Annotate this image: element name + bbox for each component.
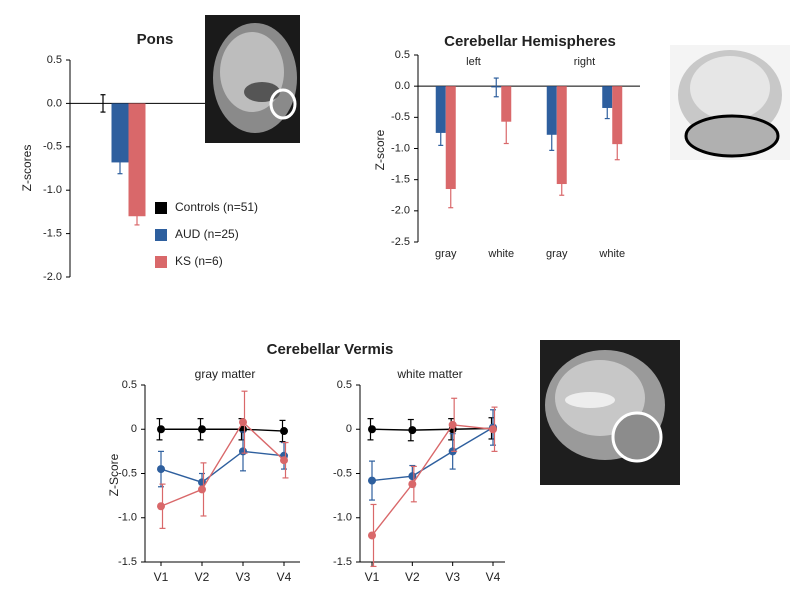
- error-bar: [604, 96, 610, 120]
- series-line: [161, 428, 285, 432]
- y-tick-label: 0.0: [47, 97, 62, 109]
- x-tick-label: gray: [546, 248, 568, 260]
- point: [408, 426, 417, 435]
- x-tick-label: V4: [277, 570, 292, 584]
- point: [448, 420, 457, 429]
- bar: [111, 103, 129, 163]
- series-line: [160, 421, 285, 507]
- point: [489, 425, 497, 434]
- bar: [435, 86, 446, 133]
- point: [239, 447, 247, 456]
- mri-sagittal-pons: [205, 15, 300, 143]
- series-line: [371, 427, 494, 431]
- x-tick-label: V3: [236, 570, 251, 584]
- legend-label: KS (n=6): [175, 254, 223, 268]
- chart-subtitle: white matter: [396, 367, 462, 381]
- error-bar: [117, 150, 123, 175]
- chart-title: Cerebellar Hemispheres: [444, 33, 616, 50]
- point: [368, 531, 376, 540]
- point: [280, 427, 288, 436]
- y-tick-label: -1.0: [391, 142, 410, 154]
- point: [408, 480, 417, 489]
- y-axis-label: Z-Score: [107, 453, 121, 496]
- y-tick-label: 0.5: [47, 54, 62, 66]
- x-tick-label: V4: [486, 570, 501, 584]
- point: [280, 456, 288, 465]
- legend-swatch: [155, 202, 167, 214]
- point: [198, 425, 206, 434]
- point: [157, 502, 165, 511]
- mri-coronal-cerebellum: [670, 45, 790, 160]
- y-tick-label: -2.0: [391, 205, 410, 217]
- y-tick-label: -1.0: [43, 184, 62, 196]
- point: [157, 425, 165, 434]
- y-tick-label: -0.5: [391, 111, 410, 123]
- y-tick-label: -0.5: [333, 467, 352, 479]
- x-tick-label: white: [487, 248, 514, 260]
- y-tick-label: 0.0: [395, 80, 410, 92]
- y-tick-label: -1.5: [118, 556, 137, 568]
- series-line: [371, 424, 494, 536]
- y-tick-label: 0: [346, 423, 352, 435]
- error-bar: [448, 169, 454, 209]
- x-tick-label: V1: [365, 570, 380, 584]
- y-tick-label: -2.0: [43, 271, 62, 283]
- bar: [128, 103, 146, 217]
- x-tick-label: V2: [195, 570, 210, 584]
- y-tick-label: -1.5: [391, 174, 410, 186]
- chart-subtitle: gray matter: [195, 367, 256, 381]
- bar: [445, 86, 456, 190]
- point: [239, 418, 247, 427]
- error-bar: [438, 119, 444, 146]
- series-line: [371, 426, 494, 482]
- x-tick-label: V1: [154, 570, 169, 584]
- legend-swatch: [155, 229, 167, 241]
- y-axis-label: Z-scores: [20, 145, 34, 192]
- y-tick-label: 0.5: [395, 49, 410, 61]
- group-label: left: [466, 56, 481, 68]
- point: [368, 425, 376, 434]
- y-tick-label: 0.5: [122, 379, 137, 391]
- group-label: right: [574, 56, 595, 68]
- bar: [612, 86, 623, 145]
- y-tick-label: -0.5: [43, 141, 62, 153]
- legend-label: AUD (n=25): [175, 227, 239, 241]
- point: [198, 485, 206, 494]
- series-line: [160, 450, 285, 484]
- bar: [556, 86, 567, 185]
- y-tick-label: -2.5: [391, 236, 410, 248]
- error-bar: [134, 206, 140, 226]
- y-tick-label: -0.5: [118, 467, 137, 479]
- error-bar: [559, 172, 565, 196]
- y-tick-label: -1.5: [43, 228, 62, 240]
- error-bar: [100, 94, 106, 113]
- error-bar: [549, 118, 555, 151]
- bar: [546, 86, 557, 135]
- y-tick-label: -1.0: [333, 512, 352, 524]
- chart-title: Cerebellar Vermis: [267, 341, 394, 358]
- y-tick-label: 0: [131, 423, 137, 435]
- x-tick-label: gray: [435, 248, 457, 260]
- error-bar: [493, 77, 499, 98]
- x-tick-label: white: [598, 248, 625, 260]
- legend-label: Controls (n=51): [175, 200, 258, 214]
- legend-swatch: [155, 256, 167, 268]
- point: [368, 476, 376, 485]
- error-bar: [503, 99, 509, 145]
- mri-sagittal-vermis: [540, 340, 680, 485]
- x-tick-label: V2: [405, 570, 420, 584]
- y-axis-label: Z-score: [373, 129, 387, 170]
- x-tick-label: V3: [445, 570, 460, 584]
- chart-title: Pons: [137, 31, 174, 48]
- y-tick-label: -1.5: [333, 556, 352, 568]
- y-tick-label: -1.0: [118, 512, 137, 524]
- point: [157, 465, 165, 474]
- error-bar: [614, 127, 620, 161]
- y-tick-label: 0.5: [337, 379, 352, 391]
